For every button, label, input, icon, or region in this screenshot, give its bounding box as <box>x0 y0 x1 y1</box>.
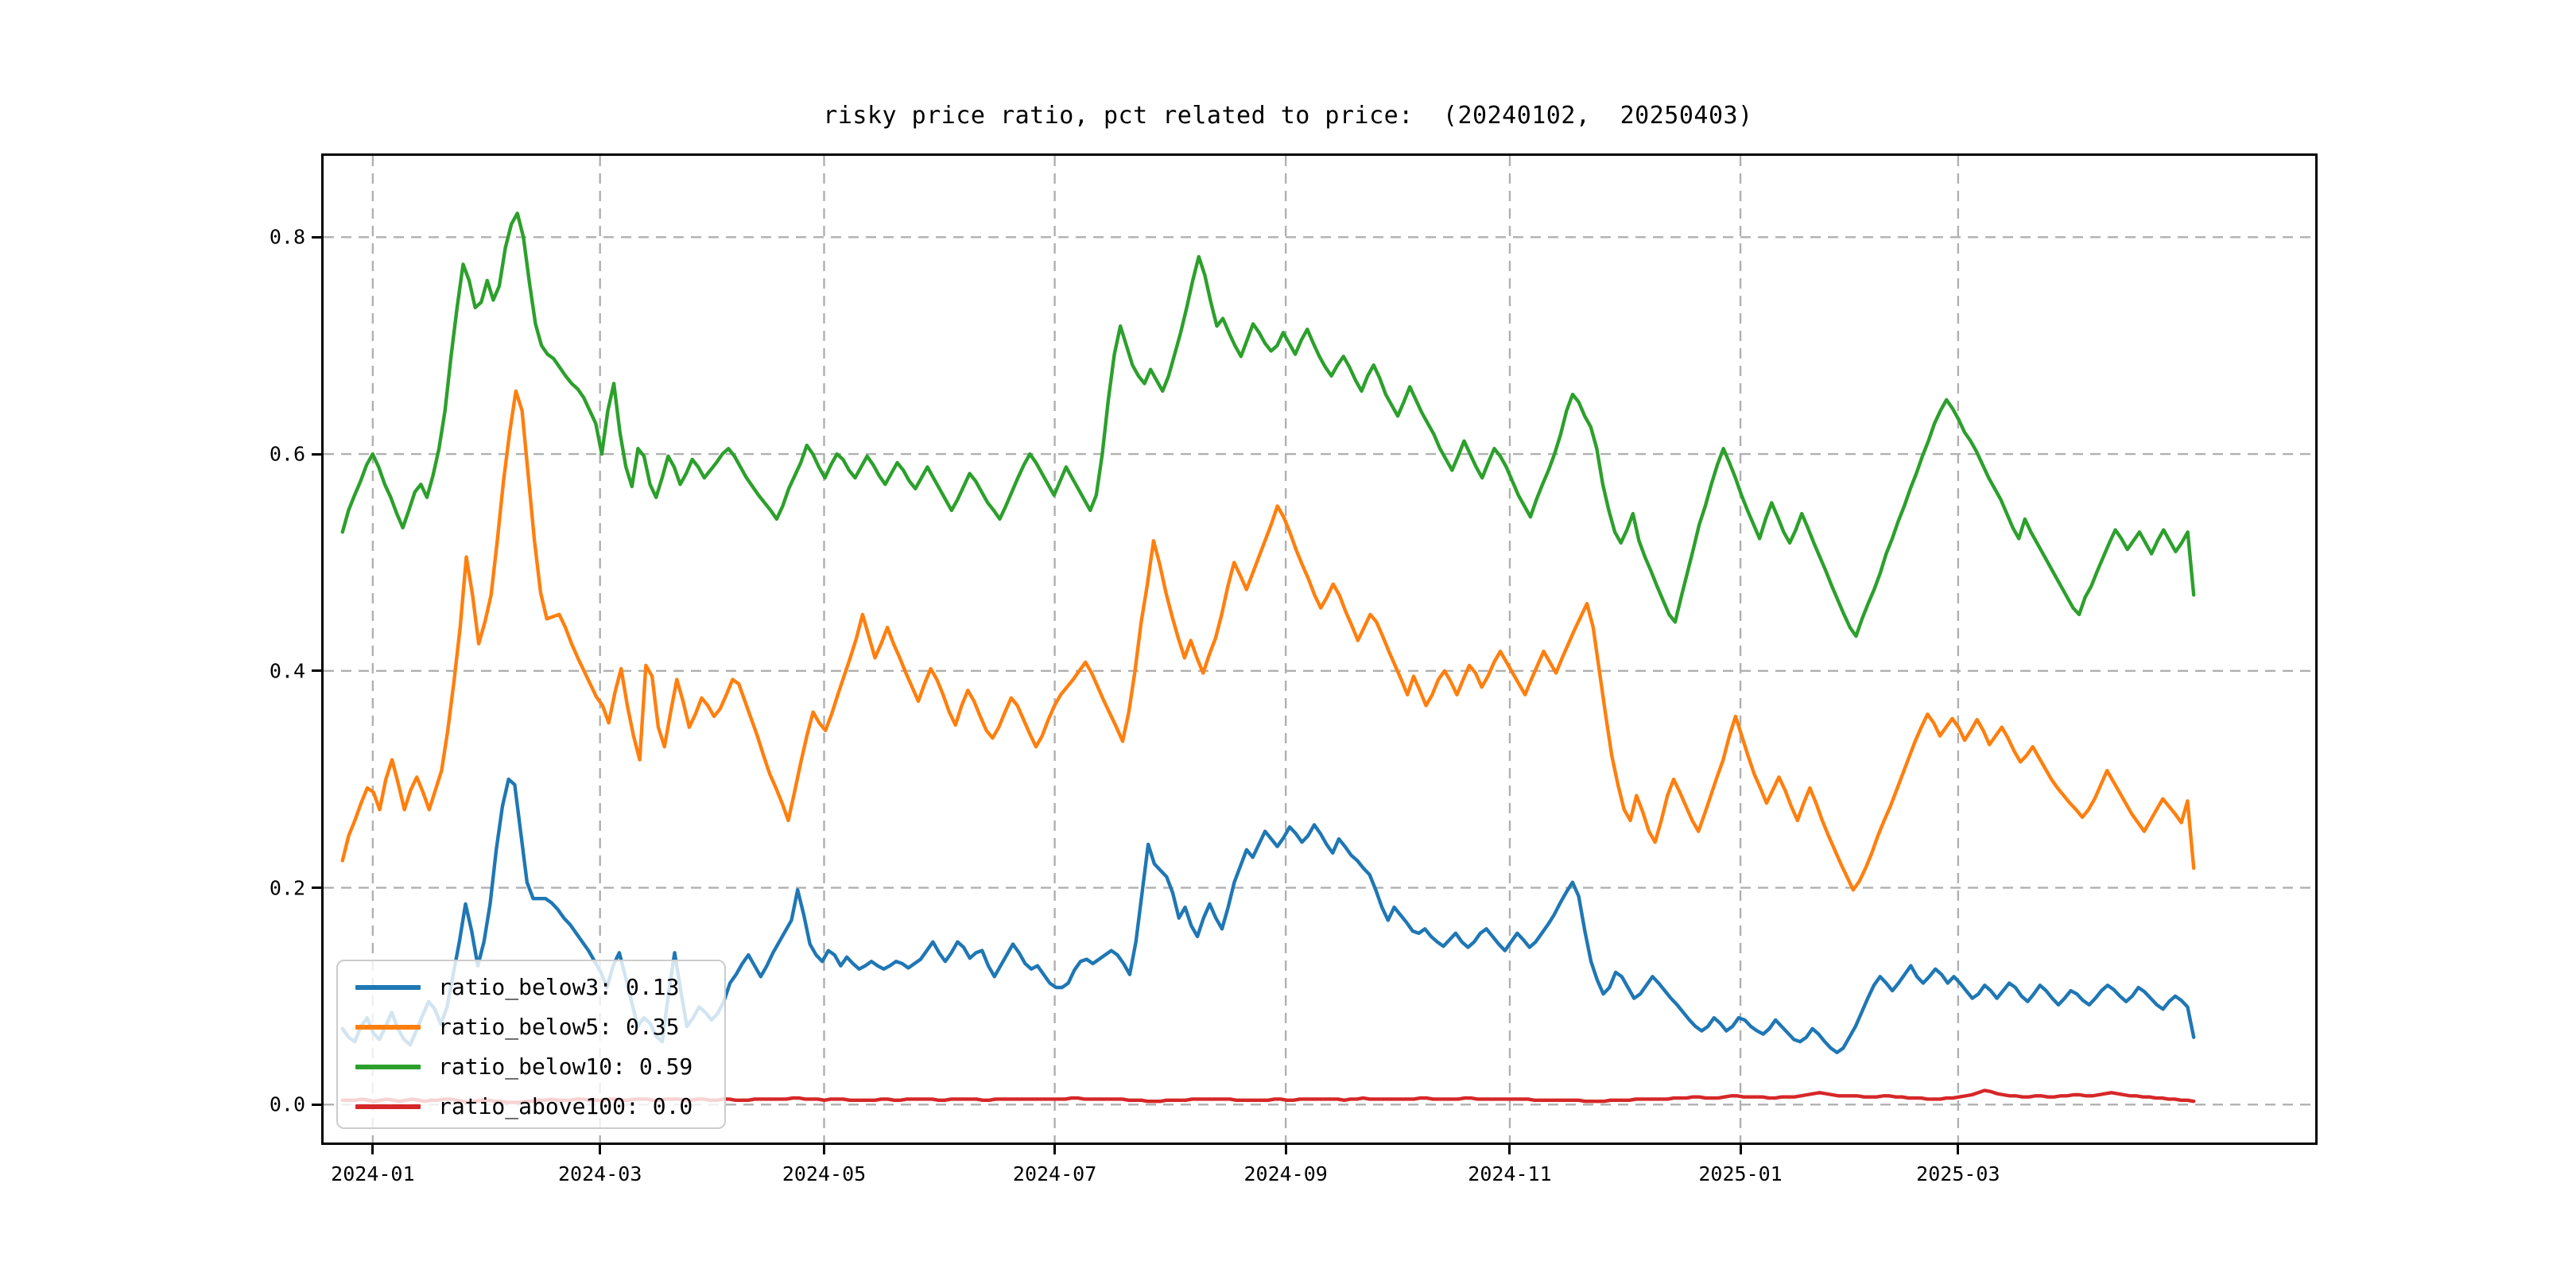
legend-item-label: ratio_above100: 0.0 <box>438 1092 693 1119</box>
x-tick-label: 2024-11 <box>1468 1162 1552 1185</box>
series-canvas <box>324 156 2315 1143</box>
legend-item[interactable]: ratio_above100: 0.0 <box>338 1085 724 1127</box>
x-tick-label: 2025-03 <box>1916 1162 2000 1185</box>
x-tick-mark <box>1053 1145 1057 1154</box>
legend-item[interactable]: ratio_below10: 0.59 <box>338 1046 724 1088</box>
x-tick-label: 2024-07 <box>1012 1162 1097 1185</box>
legend-item-label: ratio_below10: 0.59 <box>438 1053 693 1080</box>
x-tick-label: 2024-01 <box>331 1162 415 1185</box>
legend-color-swatch <box>355 1024 421 1030</box>
x-tick-mark <box>823 1145 825 1154</box>
x-tick-mark <box>1508 1145 1511 1154</box>
y-tick-label: 0.0 <box>269 1092 305 1116</box>
x-tick-mark <box>1284 1145 1287 1154</box>
y-tick-mark <box>312 669 321 673</box>
x-tick-mark <box>1957 1145 1960 1154</box>
x-tick-label: 2025-01 <box>1698 1162 1783 1185</box>
legend-color-swatch <box>355 984 421 990</box>
y-tick-mark <box>312 452 321 456</box>
series-line-ratio_below10 <box>340 211 2196 638</box>
legend-item-label: ratio_below3: 0.13 <box>438 973 680 1000</box>
y-tick-label: 0.6 <box>269 442 305 466</box>
y-tick-mark <box>312 1103 321 1106</box>
y-tick-label: 0.4 <box>269 659 305 683</box>
x-tick-mark <box>371 1145 374 1154</box>
x-tick-mark <box>1739 1145 1742 1154</box>
y-tick-label: 0.8 <box>269 225 305 249</box>
page-title: risky price ratio, pct related to price:… <box>823 102 1753 130</box>
series-line-ratio_below5 <box>340 389 2196 892</box>
y-tick-label: 0.2 <box>269 876 305 900</box>
x-tick-label: 2024-03 <box>558 1162 642 1185</box>
x-tick-mark <box>599 1145 602 1154</box>
y-tick-mark <box>312 235 321 239</box>
legend: ratio_below3: 0.13 ratio_below5: 0.35 rati… <box>336 960 726 1129</box>
legend-item-label: ratio_below5: 0.35 <box>438 1013 680 1040</box>
legend-item[interactable]: ratio_below5: 0.35 <box>338 1006 724 1048</box>
legend-color-swatch <box>355 1064 421 1069</box>
legend-color-swatch <box>355 1104 421 1109</box>
legend-item[interactable]: ratio_below3: 0.13 <box>338 966 724 1008</box>
plot-area <box>321 153 2318 1145</box>
y-tick-mark <box>312 886 321 890</box>
x-tick-label: 2024-09 <box>1243 1162 1328 1185</box>
x-tick-label: 2024-05 <box>782 1162 867 1185</box>
